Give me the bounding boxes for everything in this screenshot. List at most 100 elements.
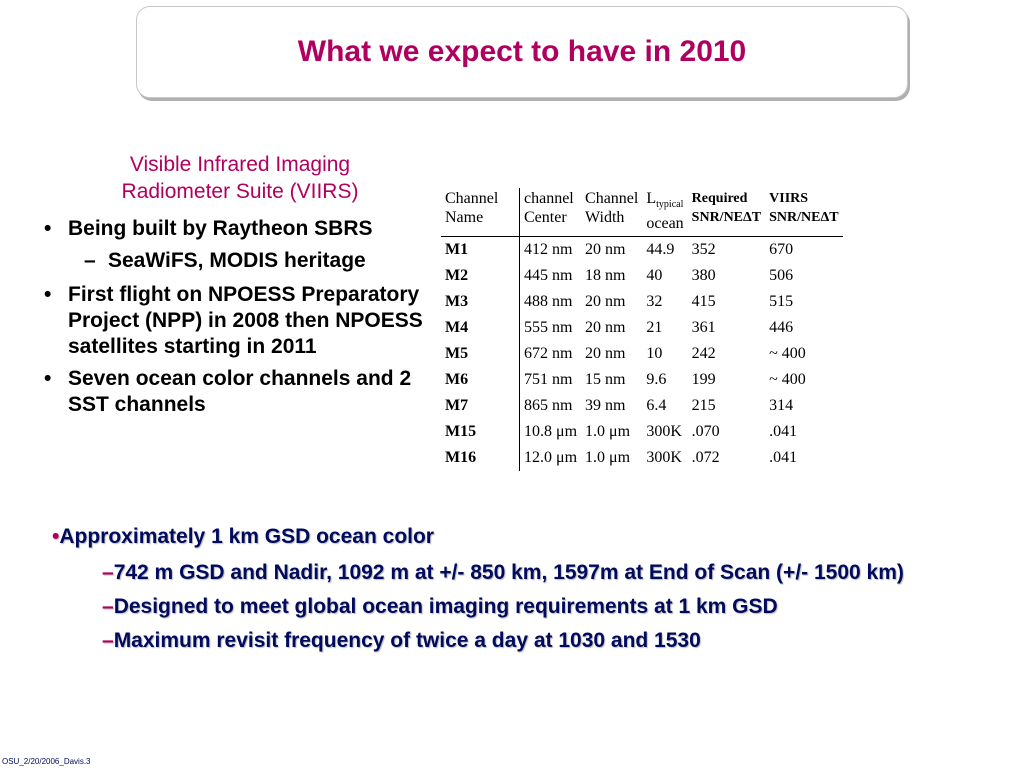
title-box: What we expect to have in 2010 [136, 6, 908, 98]
cell-l-typical: 40 [646, 267, 663, 285]
cell-required-snr: 242 [691, 345, 716, 363]
viirs-heading: Visible Infrared Imaging Radiometer Suit… [70, 151, 410, 205]
list-item: • Being built by Raytheon SBRS [44, 216, 429, 242]
cell-l-typical: 44.9 [646, 241, 675, 259]
cell-required-snr: 380 [691, 267, 716, 285]
list-item-text: Being built by Raytheon SBRS [68, 217, 373, 240]
sub-list-item: –742 m GSD and Nadir, 1092 m at +/- 850 … [52, 560, 992, 586]
cell-channel-center: 10.8 μm [524, 423, 578, 441]
cell-channel-center: 672 nm [524, 345, 573, 363]
cell-channel-width: 18 nm [585, 267, 626, 285]
cell-viirs-snr: 314 [769, 397, 794, 415]
cell-viirs-snr: 446 [769, 319, 794, 337]
table-row: M15 10.8 μm 1.0 μm 300K .070 .041 [441, 419, 843, 446]
cell-l-typical: 9.6 [646, 371, 667, 389]
cell-channel-width: 39 nm [585, 397, 626, 415]
cell-required-snr: 199 [691, 371, 716, 389]
list-item-text: First flight on NPOESS Preparatory Proje… [68, 283, 423, 358]
cell-channel-center: 751 nm [524, 371, 573, 389]
table-row: M3 488 nm 20 nm 32 415 515 [441, 289, 843, 316]
sub-list-item-text: 742 m GSD and Nadir, 1092 m at +/- 850 k… [113, 561, 904, 584]
cell-channel-center: 555 nm [524, 319, 573, 337]
table-row: M2 445 nm 18 nm 40 380 506 [441, 263, 843, 290]
dash-mark: – [102, 629, 114, 652]
table-header-row: Channel Name channel Center Channel Width L… [441, 188, 843, 238]
table-row: M1 412 nm 20 nm 44.9 352 670 [441, 236, 843, 264]
list-item: •Approximately 1 km GSD ocean color [52, 524, 992, 550]
header-channel-center: channel Center [519, 188, 582, 238]
header-channel-name: Channel Name [441, 188, 520, 238]
sub-list-item-text: Designed to meet global ocean imaging re… [113, 595, 778, 618]
bullet-mark: • [52, 525, 60, 548]
cell-channel-name: M3 [441, 289, 520, 316]
cell-channel-width: 20 nm [585, 319, 626, 337]
cell-channel-name: M5 [441, 341, 520, 368]
header-l-typical: Ltypical ocean [642, 188, 688, 238]
sub-list-item: –Maximum revisit frequency of twice a da… [52, 628, 992, 654]
list-item: • Seven ocean color channels and 2 SST c… [44, 366, 429, 418]
cell-viirs-snr: 506 [769, 267, 794, 285]
cell-required-snr: 361 [691, 319, 716, 337]
cell-channel-width: 20 nm [585, 345, 626, 363]
table-row: M6 751 nm 15 nm 9.6 199 ~ 400 [441, 367, 843, 394]
header-channel-width: Channel Width [581, 188, 643, 238]
bullet-mark: • [44, 367, 52, 390]
cell-channel-name: M6 [441, 367, 520, 394]
sub-list-item: –Designed to meet global ocean imaging r… [52, 594, 992, 620]
cell-required-snr: .070 [691, 423, 720, 441]
cell-l-typical: 21 [646, 319, 663, 337]
cell-required-snr: 415 [691, 293, 716, 311]
table-body: M1 412 nm 20 nm 44.9 352 670 M2 445 nm 18 nm 40 38… [441, 236, 843, 472]
dash-mark: – [84, 249, 96, 272]
cell-l-typical: 300K [646, 449, 682, 467]
cell-viirs-snr: 670 [769, 241, 794, 259]
bullet-mark: • [44, 217, 52, 240]
left-bullet-list: • Being built by Raytheon SBRS – SeaWiFS… [44, 216, 429, 424]
list-item-text: Approximately 1 km GSD ocean color [59, 525, 434, 548]
cell-channel-name: M15 [441, 419, 520, 446]
cell-channel-name: M16 [441, 445, 520, 472]
cell-required-snr: 352 [691, 241, 716, 259]
dash-mark: – [102, 595, 114, 618]
table-row: M5 672 nm 20 nm 10 242 ~ 400 [441, 341, 843, 368]
table-row: M16 12.0 μm 1.0 μm 300K .072 .041 [441, 445, 843, 472]
bottom-bullets: •Approximately 1 km GSD ocean color –742… [52, 524, 992, 662]
cell-required-snr: .072 [691, 449, 720, 467]
cell-viirs-snr: .041 [769, 423, 798, 441]
cell-channel-name: M1 [441, 236, 520, 264]
cell-l-typical: 32 [646, 293, 663, 311]
cell-required-snr: 215 [691, 397, 716, 415]
bullet-mark: • [44, 283, 52, 306]
cell-channel-name: M2 [441, 263, 520, 290]
cell-channel-center: 412 nm [524, 241, 573, 259]
table-row: M7 865 nm 39 nm 6.4 215 314 [441, 393, 843, 420]
cell-channel-width: 1.0 μm [585, 449, 631, 467]
cell-channel-center: 488 nm [524, 293, 573, 311]
cell-channel-width: 20 nm [585, 293, 626, 311]
cell-channel-width: 20 nm [585, 241, 626, 259]
cell-channel-center: 865 nm [524, 397, 573, 415]
channel-table: Channel Name channel Center Channel Width L… [441, 188, 843, 472]
sub-list-item-text: Maximum revisit frequency of twice a day… [113, 629, 701, 652]
cell-viirs-snr: 515 [769, 293, 794, 311]
viirs-heading-line-2: Radiometer Suite (VIIRS) [121, 180, 359, 203]
cell-l-typical: 10 [646, 345, 663, 363]
sub-list-item: – SeaWiFS, MODIS heritage [44, 248, 429, 274]
cell-channel-width: 1.0 μm [585, 423, 631, 441]
list-item: • First flight on NPOESS Preparatory Pro… [44, 282, 429, 360]
cell-viirs-snr: ~ 400 [769, 371, 806, 389]
cell-viirs-snr: ~ 400 [769, 345, 806, 363]
cell-channel-name: M7 [441, 393, 520, 420]
cell-channel-center: 12.0 μm [524, 449, 578, 467]
viirs-heading-line-1: Visible Infrared Imaging [129, 153, 351, 176]
slide-title: What we expect to have in 2010 [297, 35, 747, 68]
footer-text: OSU_2/20/2006_Davis.3 [2, 757, 91, 766]
cell-channel-center: 445 nm [524, 267, 573, 285]
sub-list-item-text: SeaWiFS, MODIS heritage [108, 249, 366, 272]
header-required-snr: Required SNR/NEΔT [687, 188, 766, 238]
cell-l-typical: 6.4 [646, 397, 667, 415]
list-item-text: Seven ocean color channels and 2 SST cha… [68, 367, 412, 416]
dash-mark: – [102, 561, 114, 584]
cell-viirs-snr: .041 [769, 449, 798, 467]
header-viirs-snr: VIIRS SNR/NEΔT [765, 188, 843, 238]
